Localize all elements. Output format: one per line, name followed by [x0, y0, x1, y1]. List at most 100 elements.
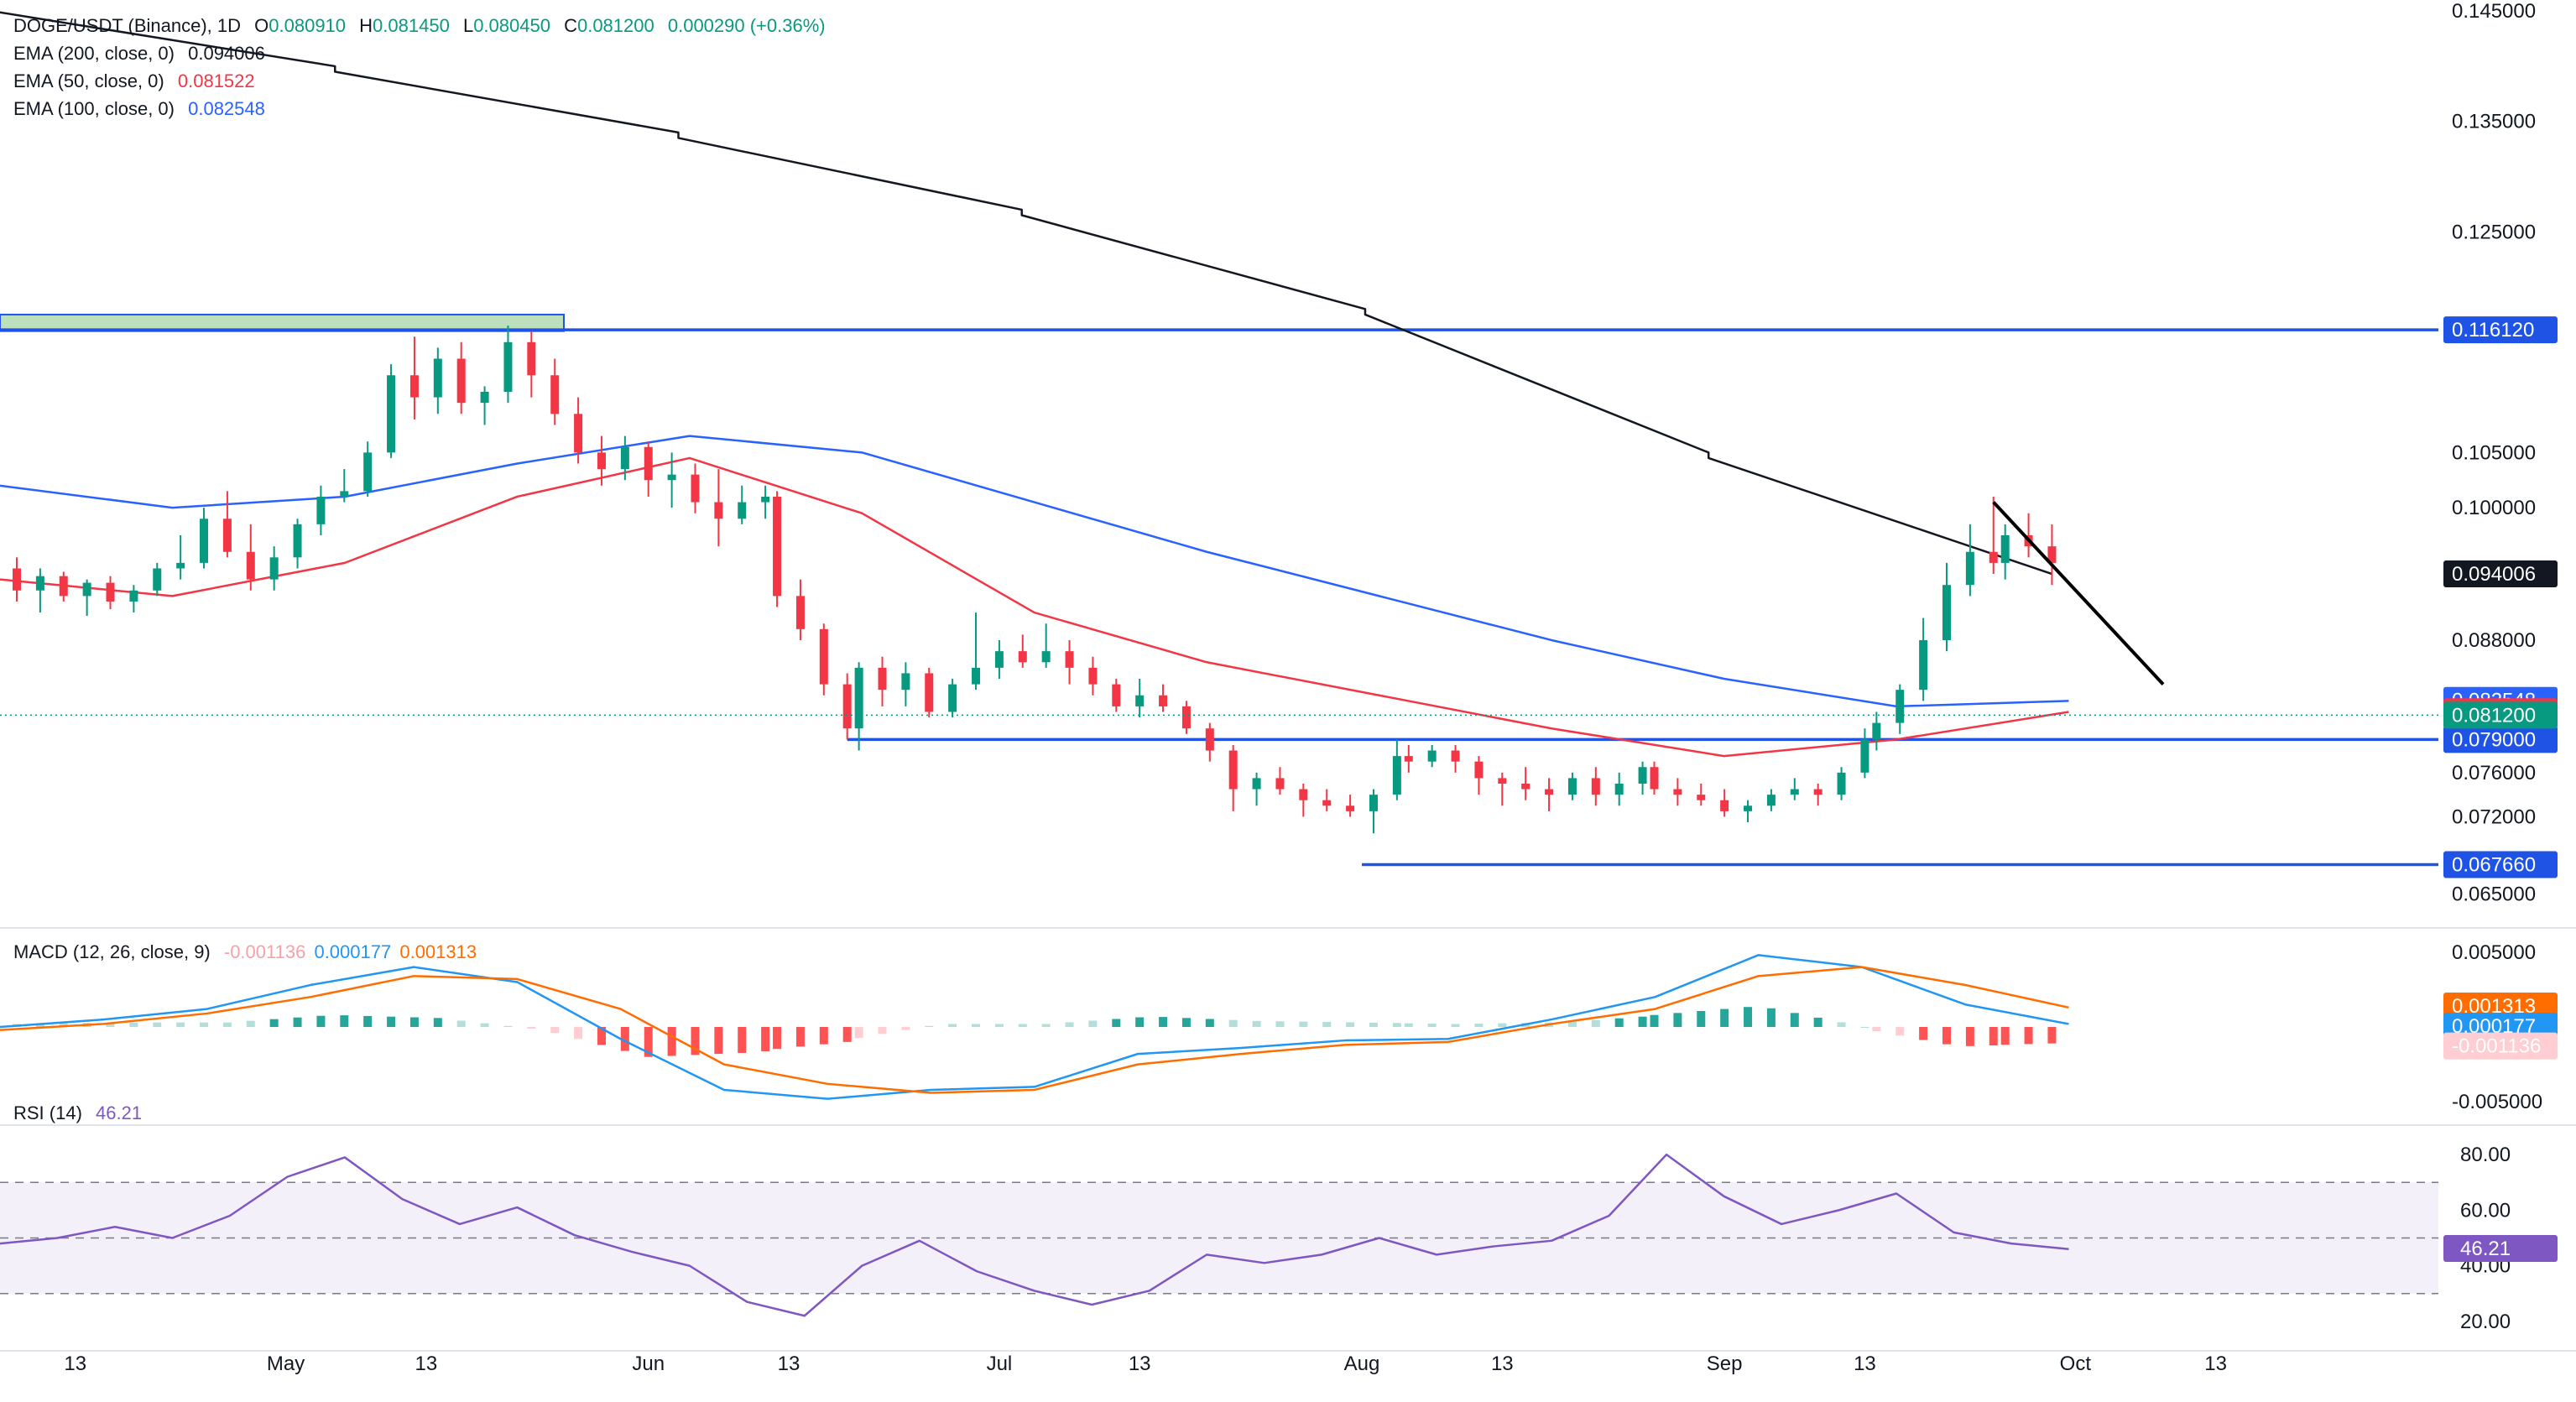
time-axis-tick: 13: [2204, 1352, 2227, 1375]
macd-histogram-bar: [644, 1027, 653, 1057]
candle-down: [1404, 756, 1413, 762]
macd-histogram-bar: [1205, 1019, 1214, 1027]
symbol-title: DOGE/USDT (Binance), 1D: [13, 15, 242, 36]
macd-histogram-bar: [574, 1027, 583, 1040]
macd-histogram-bar: [1650, 1014, 1659, 1027]
open-value: O0.080910: [254, 15, 347, 36]
macd-histogram-bar: [2047, 1027, 2057, 1044]
candle-up: [948, 684, 957, 712]
macd-histogram-bar: [293, 1017, 302, 1027]
candle-down: [1159, 695, 1168, 706]
macd-histogram-bar: [1228, 1019, 1238, 1027]
macd-histogram-bar: [35, 1024, 44, 1027]
candle-up: [363, 452, 373, 492]
macd-histogram-bar: [1965, 1027, 1974, 1046]
macd-histogram-bar: [1474, 1024, 1484, 1027]
time-axis-tick: May: [267, 1352, 305, 1375]
rsi-axis-tick: 60.00: [2460, 1199, 2511, 1222]
macd-histogram-bar: [1159, 1017, 1168, 1027]
candle-up: [153, 568, 162, 591]
time-axis-tick: 13: [415, 1352, 438, 1375]
candle-up: [1567, 778, 1577, 795]
macd-histogram-bar: [1766, 1008, 1776, 1027]
candle-down: [819, 628, 828, 685]
candle-up: [316, 496, 326, 524]
rsi-axis-tick: 80.00: [2460, 1144, 2511, 1166]
candle-up: [35, 576, 44, 591]
macd-label: MACD (12, 26, close, 9): [13, 941, 211, 962]
price-axis-tick: 0.065000: [2452, 883, 2536, 906]
price-axis-tick: 0.125000: [2452, 221, 2536, 243]
candle-down: [925, 673, 934, 712]
trendline: [1992, 501, 2165, 685]
macd-histogram-bar: [1252, 1020, 1261, 1027]
ema200-line: [0, 11, 2052, 576]
macd-histogram-bar: [795, 1027, 805, 1047]
candle-up: [433, 358, 442, 398]
macd-histogram-bar: [1673, 1013, 1682, 1027]
candle-down: [597, 452, 606, 470]
rsi-axis-tick: 20.00: [2460, 1311, 2511, 1333]
macd-histogram-bar: [1720, 1009, 1729, 1027]
rsi-legend[interactable]: RSI (14) 46.21: [13, 1102, 150, 1124]
candle-down: [550, 375, 560, 414]
macd-histogram-bar: [761, 1027, 770, 1051]
candle-up: [1744, 805, 1753, 811]
macd-histogram-bar: [1299, 1021, 1308, 1027]
candle-up: [2000, 535, 2010, 563]
candle-up: [176, 562, 185, 569]
macd-histogram-bar: [597, 1027, 606, 1045]
candle-up: [1837, 772, 1846, 795]
time-axis-tick: 13: [1129, 1352, 1151, 1375]
macd-histogram-bar: [1697, 1010, 1706, 1027]
candle-up: [738, 502, 747, 519]
time-axis-tick: 13: [1491, 1352, 1514, 1375]
candle-down: [1299, 789, 1308, 800]
macd-histogram-bar: [1065, 1022, 1074, 1027]
candle-up: [1860, 739, 1869, 773]
macd-histogram-bar: [316, 1015, 326, 1027]
ema200-badge-text: 0.094006: [2452, 563, 2536, 586]
candle-up: [761, 496, 770, 503]
macd-histogram-bar: [1451, 1024, 1460, 1027]
macd-histogram-bar: [1872, 1027, 1881, 1032]
time-axis-tick: Jun: [632, 1352, 665, 1375]
macd-hist-badge: [2443, 1032, 2558, 1060]
candle-down: [1650, 767, 1659, 790]
close-value: C0.081200: [564, 15, 654, 36]
candle-down: [795, 596, 805, 629]
candle-up: [994, 651, 1004, 668]
ema50-legend[interactable]: EMA (50, close, 0) 0.081522: [13, 67, 834, 95]
macd-histogram-bar: [527, 1027, 536, 1029]
macd-histogram-bar: [901, 1027, 910, 1030]
macd-axis-tick: 0.005000: [2452, 941, 2536, 964]
macd-histogram-bar: [1614, 1018, 1624, 1027]
macd-histogram-bar: [1919, 1027, 1928, 1040]
macd-histogram-bar: [948, 1024, 957, 1027]
macd-histogram-bar: [246, 1020, 255, 1027]
low-value: L0.080450: [462, 15, 550, 36]
candle-down: [842, 684, 852, 729]
candle-up: [200, 519, 209, 563]
macd-histogram-bar: [1369, 1022, 1378, 1027]
candle-up: [340, 491, 349, 497]
rsi-value: 46.21: [96, 1102, 143, 1123]
macd-histogram-bar: [503, 1025, 513, 1027]
macd-histogram-bar: [1088, 1020, 1098, 1027]
macd-histogram-bar: [1427, 1024, 1437, 1027]
rsi-badge-text: 46.21: [2460, 1238, 2511, 1260]
candle-up: [503, 341, 513, 392]
candle-up: [854, 667, 863, 729]
macd-histogram-bar: [1346, 1022, 1355, 1027]
candle-down: [1545, 789, 1554, 795]
macd-histogram-bar: [1591, 1019, 1600, 1027]
macd-legend[interactable]: MACD (12, 26, close, 9) -0.001136 0.0001…: [13, 941, 485, 963]
macd-histogram-bar: [1744, 1007, 1753, 1027]
candle-up: [1790, 789, 1799, 795]
candle-down: [13, 568, 21, 591]
ema200-legend[interactable]: EMA (200, close, 0) 0.094006: [13, 39, 834, 67]
macd-histogram-bar: [456, 1020, 466, 1027]
ema100-legend[interactable]: EMA (100, close, 0) 0.082548: [13, 95, 834, 122]
candle-down: [527, 341, 536, 376]
